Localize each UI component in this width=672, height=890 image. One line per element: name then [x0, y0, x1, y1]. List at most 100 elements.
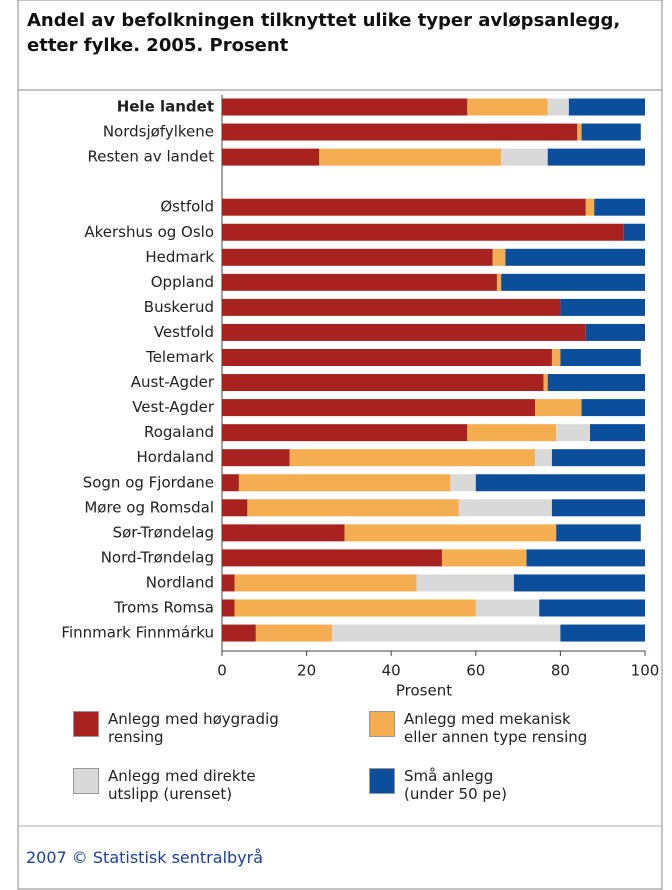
y-tick-label: Rogaland [144, 423, 214, 441]
bar-segment [222, 399, 536, 417]
bar-segment [222, 198, 586, 216]
bar-segment [505, 248, 645, 266]
bar-segment [623, 223, 645, 241]
x-axis-label: Prosent [396, 682, 452, 700]
bar-segment [344, 524, 557, 542]
y-tick-label: Vestfold [154, 323, 214, 341]
bar-segment [551, 499, 645, 517]
legend-swatch [369, 768, 395, 794]
chart-title: Andel av befolkningen tilknyttet ulike t… [27, 10, 621, 56]
bar-segment [547, 374, 645, 392]
y-tick-label: Nord-Trøndelag [101, 548, 214, 566]
x-tick-label: 0 [217, 662, 227, 680]
y-tick-label: Finnmark Finnmárku [61, 624, 214, 642]
bar-segment [247, 499, 459, 517]
legend-swatch [369, 711, 395, 737]
bar-segment [556, 524, 641, 542]
y-tick-label: Buskerud [144, 298, 214, 316]
x-tick-label: 60 [466, 662, 485, 680]
x-tick-label: 20 [297, 662, 316, 680]
bar-segment [560, 349, 641, 366]
bar-segment [416, 574, 514, 592]
x-tick-label: 40 [382, 662, 401, 680]
bar-segment [556, 424, 591, 442]
bar-segment [475, 599, 540, 617]
legend-label: Anlegg med høygradig rensing [108, 710, 279, 746]
bar-segment [539, 599, 645, 617]
bar-segment [475, 474, 645, 492]
bar-segment [513, 574, 645, 592]
bar-segment [222, 148, 320, 166]
bar-segment [222, 248, 493, 266]
bar-segment [585, 323, 645, 341]
bar-segment [568, 98, 645, 116]
y-tick-label: Vest-Agder [132, 398, 215, 416]
bar-segment [467, 98, 548, 116]
bar-segment [255, 624, 332, 642]
x-tick-label: 80 [551, 662, 570, 680]
bar-segment [238, 474, 451, 492]
bar-segment [222, 273, 497, 291]
y-tick-label: Østfold [160, 198, 214, 216]
legend-label: Små anlegg (under 50 pe) [404, 767, 508, 803]
y-tick-label: Nordland [146, 573, 214, 591]
bar-segment [441, 549, 527, 567]
y-tick-label: Akershus og Oslo [84, 223, 214, 241]
bar-segment [289, 449, 536, 467]
bar-segment [560, 298, 645, 316]
bar-segment [319, 148, 502, 166]
y-tick-label: Hordaland [137, 448, 214, 466]
bar-segment [222, 298, 561, 316]
bar-segment [222, 223, 624, 241]
y-tick-label: Sør-Trøndelag [113, 523, 214, 541]
y-tick-label: Resten av landet [87, 148, 214, 166]
bar-segment [222, 323, 586, 341]
y-tick-label: Troms Romsa [113, 599, 214, 617]
y-tick-label: Telemark [145, 348, 214, 366]
bar-segment [222, 98, 468, 116]
bar-segment [560, 624, 645, 642]
legend-swatch [73, 768, 99, 794]
bar-segment [234, 599, 476, 617]
x-tick-label: 100 [631, 662, 660, 680]
bar-segment [450, 474, 476, 492]
y-tick-label: Nordsjøfylkene [103, 123, 214, 141]
bar-segment [547, 148, 645, 166]
bar-segment [222, 374, 544, 392]
y-tick-label: Hele landet [117, 98, 214, 116]
y-tick-label: Sogn og Fjordane [83, 473, 214, 491]
bar-segment [222, 499, 248, 517]
bar-segment [331, 624, 561, 642]
bar-segment [551, 449, 645, 467]
bar-segment [526, 549, 645, 567]
bar-segment [222, 599, 235, 617]
y-tick-label: Oppland [151, 273, 214, 291]
bar-segment [590, 424, 645, 442]
bar-segment [496, 273, 502, 291]
bar-segment [501, 273, 645, 291]
bar-segment [551, 349, 561, 366]
bar-segment [581, 123, 641, 141]
bar-segment [234, 574, 417, 592]
frame [17, 0, 663, 890]
bar-segment [581, 399, 645, 417]
bar-segment [594, 198, 645, 216]
bar-segment [222, 349, 552, 366]
bar-segment [222, 474, 239, 492]
legend-label: Anlegg med direkte utslipp (urenset) [108, 767, 256, 803]
bar-segment [222, 123, 578, 141]
bar-segment [222, 574, 235, 592]
bar-segment [222, 549, 442, 567]
legend-swatch [73, 711, 99, 737]
bar-segment [222, 424, 468, 442]
bar-segment [535, 399, 582, 417]
bar-segment [492, 248, 506, 266]
bar-segment [222, 449, 290, 467]
bar-segment [543, 374, 548, 392]
bar-segment [585, 198, 595, 216]
y-tick-label: Aust-Agder [131, 373, 215, 391]
bar-segment [222, 624, 256, 642]
bar-segment [501, 148, 548, 166]
